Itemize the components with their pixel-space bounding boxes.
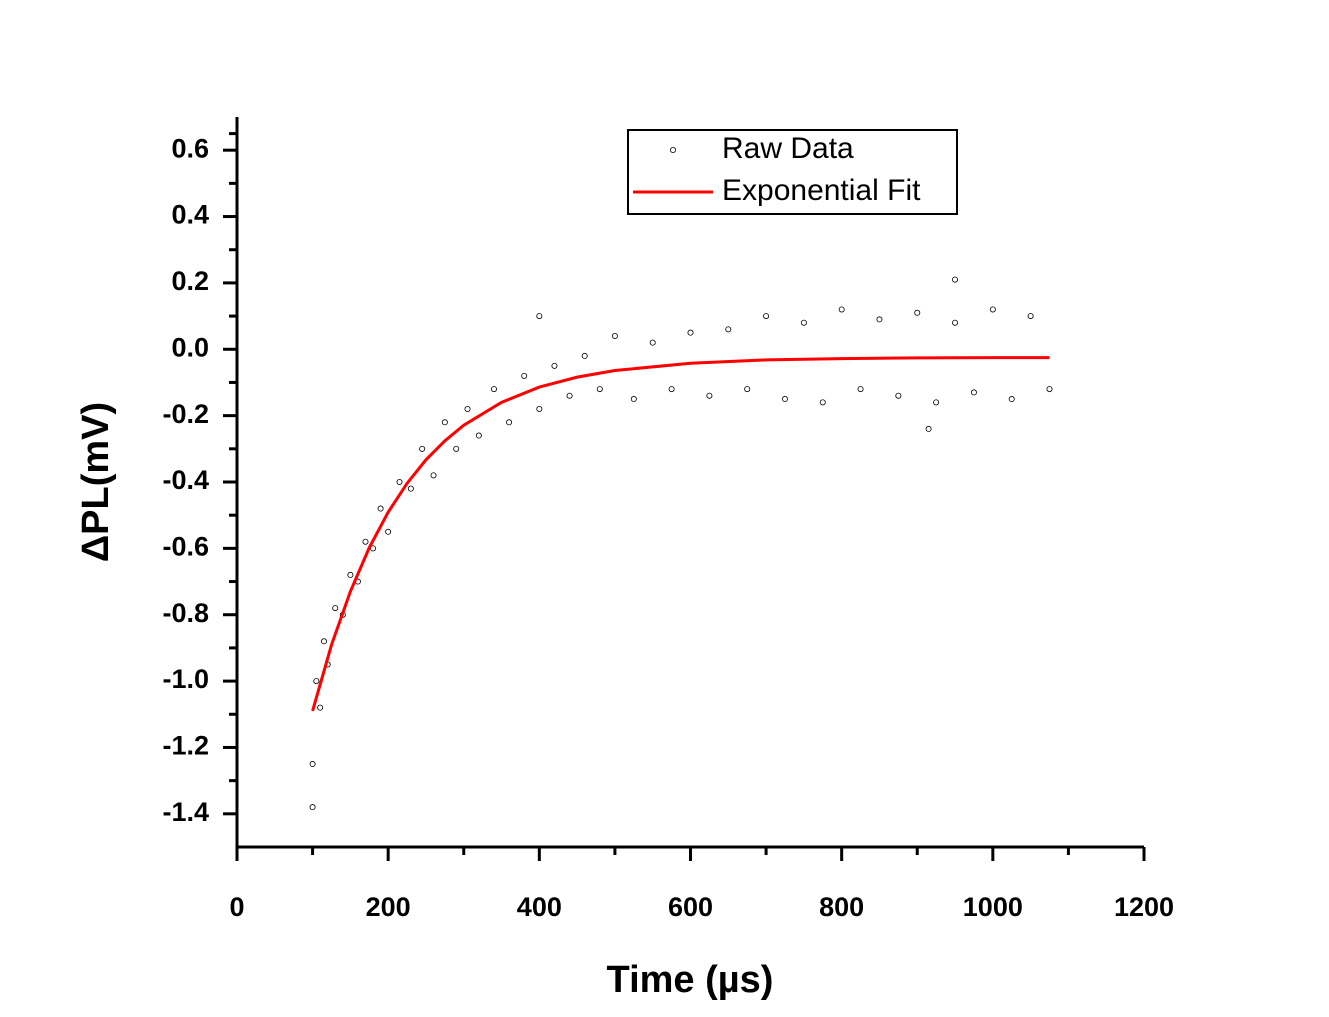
data-point xyxy=(385,528,392,535)
data-point xyxy=(838,306,845,313)
y-tick-label: -1.2 xyxy=(162,731,209,761)
data-point xyxy=(475,432,482,439)
data-point xyxy=(970,389,977,396)
y-tick-label: -0.6 xyxy=(162,531,209,561)
data-point xyxy=(1027,313,1034,320)
x-tick-label: 200 xyxy=(366,892,411,922)
data-point xyxy=(744,386,751,393)
x-tick-label: 400 xyxy=(517,892,562,922)
data-point xyxy=(925,425,932,432)
x-tick-label: 1000 xyxy=(963,892,1023,922)
legend-marker xyxy=(670,146,677,153)
y-tick-label: 0.6 xyxy=(171,133,209,163)
data-point xyxy=(800,319,807,326)
data-point xyxy=(596,386,603,393)
plot-area xyxy=(309,276,1053,811)
data-point xyxy=(536,405,543,412)
data-point xyxy=(453,445,460,452)
data-point xyxy=(419,445,426,452)
y-tick-label: 0.0 xyxy=(171,332,209,362)
data-point xyxy=(490,386,497,393)
data-point xyxy=(687,329,694,336)
y-tick-label: -1.4 xyxy=(162,797,209,827)
y-tick-label: -0.2 xyxy=(162,399,209,429)
data-point xyxy=(309,761,316,768)
x-tick-label: 600 xyxy=(668,892,713,922)
x-axis-label: Time (µs) xyxy=(607,959,774,1001)
data-point xyxy=(464,405,471,412)
data-point xyxy=(952,319,959,326)
data-point xyxy=(611,332,618,339)
data-point xyxy=(313,678,320,685)
data-point xyxy=(895,392,902,399)
data-point xyxy=(781,396,788,403)
data-point xyxy=(725,326,732,333)
data-point xyxy=(706,392,713,399)
data-point xyxy=(876,316,883,323)
legend-label: Raw Data xyxy=(722,132,854,165)
data-point xyxy=(430,472,437,479)
x-tick-label: 800 xyxy=(819,892,864,922)
data-point xyxy=(581,352,588,359)
data-point xyxy=(933,399,940,406)
data-point xyxy=(407,485,414,492)
data-point xyxy=(566,392,573,399)
data-point xyxy=(1046,386,1053,393)
y-tick-label: -1.0 xyxy=(162,664,209,694)
legend-box xyxy=(627,129,958,215)
data-point xyxy=(763,313,770,320)
y-axis-label: ΔPL(mV) xyxy=(75,402,117,562)
data-point xyxy=(441,419,448,426)
data-point xyxy=(536,313,543,320)
data-point xyxy=(649,339,656,346)
data-point xyxy=(332,605,339,612)
fit-line xyxy=(311,356,1050,712)
data-point xyxy=(317,704,324,711)
data-point xyxy=(630,396,637,403)
data-point xyxy=(506,419,513,426)
y-tick-label: -0.4 xyxy=(162,465,209,495)
data-point xyxy=(819,399,826,406)
data-point xyxy=(551,362,558,369)
y-tick-label: 0.4 xyxy=(171,200,209,230)
x-tick-label: 1200 xyxy=(1114,892,1174,922)
data-point xyxy=(347,571,354,578)
data-point xyxy=(857,386,864,393)
y-tick-label: 0.2 xyxy=(171,266,209,296)
data-point xyxy=(914,309,921,316)
data-point xyxy=(377,505,384,512)
y-tick-label: -0.8 xyxy=(162,598,209,628)
data-point xyxy=(952,276,959,283)
data-point xyxy=(1008,396,1015,403)
x-tick-label: 0 xyxy=(229,892,244,922)
data-point xyxy=(521,372,528,379)
legend-label: Exponential Fit xyxy=(722,174,921,207)
data-point xyxy=(668,386,675,393)
data-point xyxy=(989,306,996,313)
data-point xyxy=(396,478,403,485)
data-point xyxy=(309,804,316,811)
data-point xyxy=(362,538,369,545)
data-point xyxy=(320,638,327,645)
